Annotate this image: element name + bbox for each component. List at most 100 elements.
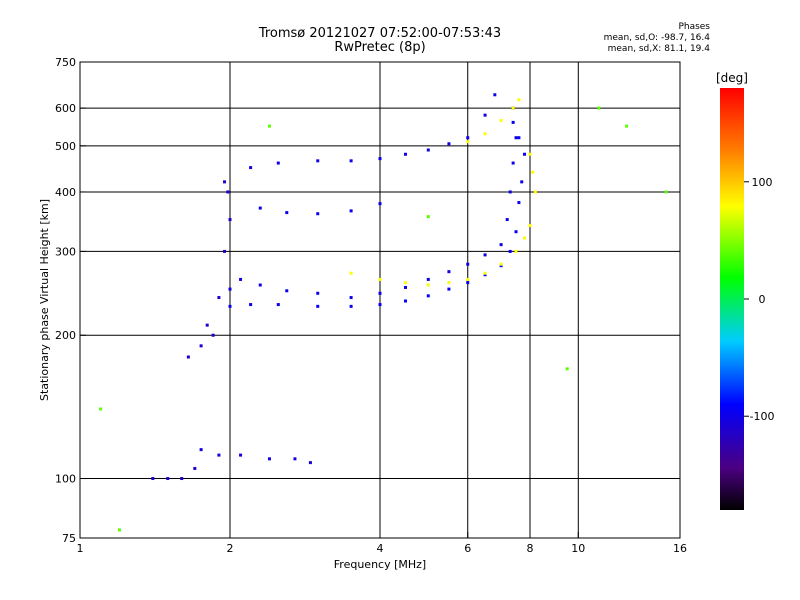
data-point — [511, 106, 515, 110]
data-point — [223, 249, 227, 253]
data-point — [565, 367, 569, 371]
data-point — [447, 287, 451, 291]
colorbar-tick-label: 0 — [759, 293, 766, 306]
x-tick-label: 8 — [527, 542, 534, 555]
data-point — [403, 152, 407, 156]
data-point — [499, 243, 503, 247]
colorbar-tick-label: 100 — [752, 176, 773, 189]
colorbar-tick-label: -100 — [750, 410, 775, 423]
data-point — [505, 218, 509, 222]
data-point — [308, 461, 312, 465]
data-point — [249, 166, 253, 170]
phase-x-line: mean, sd,X: 81.1, 19.4 — [607, 44, 710, 54]
x-axis: 1 2 4 6 8 10 16 — [77, 532, 687, 555]
data-point — [447, 270, 451, 274]
data-point — [151, 477, 155, 481]
colorbar: [deg] 100 0 -100 — [716, 71, 774, 510]
data-point — [523, 152, 527, 156]
data-point — [426, 294, 430, 298]
data-point — [258, 206, 262, 210]
data-point — [403, 281, 407, 285]
data-point — [517, 201, 521, 205]
data-point — [403, 299, 407, 303]
data-point — [378, 157, 382, 161]
data-point — [349, 271, 353, 275]
data-point — [493, 93, 497, 97]
data-point — [514, 230, 518, 234]
data-point — [276, 161, 280, 165]
data-point — [267, 457, 271, 461]
data-point — [511, 120, 515, 124]
data-point — [511, 161, 515, 165]
data-point — [117, 528, 121, 532]
y-tick-label: 600 — [55, 102, 76, 115]
data-point — [316, 212, 320, 216]
data-point — [426, 148, 430, 152]
data-point — [466, 277, 470, 281]
data-point — [316, 291, 320, 295]
data-point — [316, 159, 320, 163]
data-point — [349, 296, 353, 300]
y-axis: 75 100 200 300 400 500 600 750 — [55, 56, 86, 545]
data-point — [205, 323, 209, 327]
data-point — [499, 119, 503, 123]
data-point — [466, 262, 470, 266]
data-point — [517, 98, 521, 102]
colorbar-unit-label: [deg] — [716, 71, 748, 85]
data-point — [520, 180, 524, 184]
data-point — [523, 236, 527, 240]
data-point — [528, 224, 532, 228]
x-tick-label: 6 — [464, 542, 471, 555]
data-point — [226, 190, 230, 194]
data-point — [483, 113, 487, 117]
data-point — [239, 453, 243, 457]
data-point — [249, 303, 253, 307]
data-point — [483, 132, 487, 136]
data-point — [349, 304, 353, 308]
data-point — [239, 277, 243, 281]
data-point — [625, 124, 629, 128]
y-axis-label: Stationary phase Virtual Height [km] — [38, 199, 51, 401]
data-point — [483, 271, 487, 275]
grid-lines — [80, 62, 680, 538]
data-point — [217, 296, 221, 300]
data-point — [483, 253, 487, 257]
data-point — [166, 477, 170, 481]
data-point — [217, 453, 221, 457]
data-point — [228, 218, 232, 222]
chart-title: Tromsø 20121027 07:52:00-07:53:43 — [258, 26, 502, 41]
data-point — [499, 262, 503, 266]
data-point — [378, 277, 382, 281]
data-point — [99, 407, 103, 411]
data-point — [447, 142, 451, 146]
data-point — [528, 152, 532, 156]
data-point — [447, 281, 451, 285]
data-point — [349, 159, 353, 163]
y-tick-label: 300 — [55, 245, 76, 258]
data-point — [276, 303, 280, 307]
data-point — [180, 477, 184, 481]
data-point — [223, 180, 227, 184]
data-point — [285, 211, 289, 215]
y-tick-label: 75 — [62, 532, 76, 545]
data-point — [378, 303, 382, 307]
data-point — [378, 202, 382, 206]
data-point — [426, 277, 430, 281]
data-point — [426, 283, 430, 287]
data-point — [267, 124, 271, 128]
phase-info: Phases mean, sd,O: -98.7, 16.4 mean, sd,… — [590, 22, 710, 55]
data-point — [508, 190, 512, 194]
x-axis-label: Frequency [MHz] — [334, 558, 426, 571]
data-point — [199, 448, 203, 452]
data-point — [664, 190, 668, 194]
data-point — [228, 287, 232, 291]
y-tick-label: 100 — [55, 473, 76, 486]
x-tick-label: 10 — [571, 542, 585, 555]
data-point — [293, 457, 297, 461]
data-point — [483, 273, 487, 277]
data-point — [508, 249, 512, 253]
data-point — [514, 136, 518, 140]
y-tick-label: 750 — [55, 56, 76, 69]
x-tick-label: 1 — [77, 542, 84, 555]
